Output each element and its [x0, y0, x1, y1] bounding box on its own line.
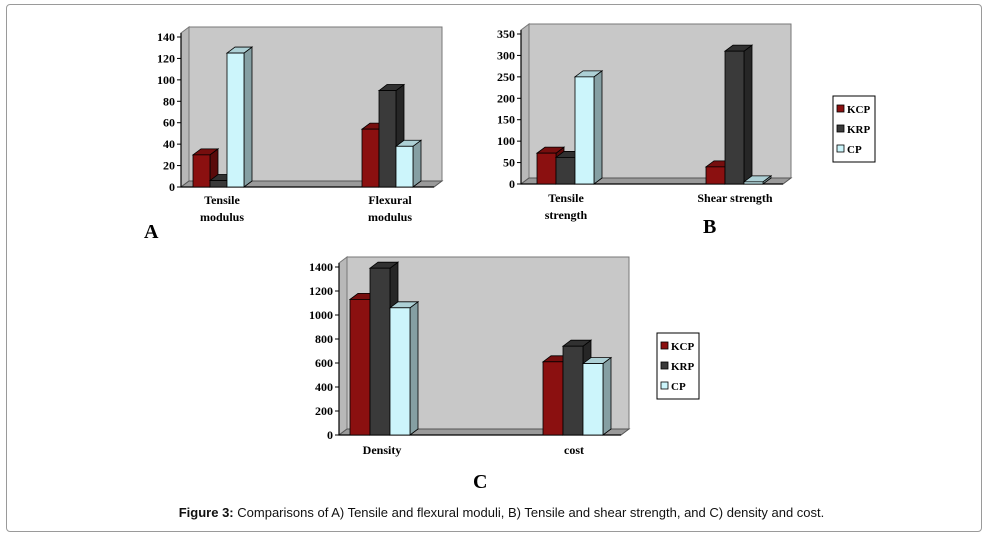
bar-C-CP-1	[581, 356, 613, 436]
bar-front	[192, 154, 211, 188]
bar-front	[724, 50, 745, 185]
bar-front	[349, 298, 371, 436]
chart-C: 0 200 400 600 800 1000 1200 1400 Density cost C KCP…	[309, 256, 700, 493]
category-label: Flexural	[368, 193, 412, 207]
y-tick-label: 800	[315, 332, 333, 346]
y-tick-label: 40	[163, 137, 175, 151]
figure-caption: Figure 3: Comparisons of A) Tensile and …	[0, 505, 1003, 520]
y-tick-label: 20	[163, 159, 175, 173]
chart-legend: KCP KRP CP	[832, 95, 876, 163]
y-tick-label: 150	[497, 113, 515, 127]
legend-swatch-CP	[660, 381, 669, 390]
legend-swatch-KRP	[660, 361, 669, 370]
legend-label-KCP: KCP	[847, 104, 871, 116]
legend-label-CP: CP	[671, 381, 686, 393]
bar-side	[409, 300, 419, 436]
category-label: modulus	[200, 210, 244, 224]
y-tick-label: 1400	[309, 260, 333, 274]
y-tick-label: 200	[315, 404, 333, 418]
category-label: cost	[564, 443, 584, 457]
category-label: Density	[363, 443, 402, 457]
y-tick-label: 0	[169, 180, 175, 194]
y-tick-label: 200	[497, 91, 515, 105]
y-tick-label: 120	[157, 51, 175, 65]
y-tick-label: 400	[315, 380, 333, 394]
category-label: strength	[545, 208, 588, 222]
y-tick-label: 1200	[309, 284, 333, 298]
bar-A-CP-1	[394, 139, 423, 188]
chart-B: 0 50 100 150 200 250 300 350 Tensile strength Shea…	[497, 23, 876, 238]
legend-label-CP: CP	[847, 144, 862, 156]
bar-side	[243, 46, 253, 188]
y-tick-label: 60	[163, 116, 175, 130]
y-tick-label: 0	[509, 177, 515, 191]
chart-side-wall	[338, 256, 348, 436]
bar-front	[562, 345, 584, 436]
y-tick-label: 300	[497, 48, 515, 62]
panel-label: A	[144, 221, 159, 243]
legend-label-KRP: KRP	[671, 361, 695, 373]
bar-side	[412, 139, 422, 188]
y-tick-label: 50	[503, 156, 515, 170]
caption-text: Comparisons of A) Tensile and flexural m…	[237, 505, 825, 520]
bar-front	[395, 145, 414, 188]
bar-front	[574, 76, 595, 185]
y-tick-label: 100	[157, 73, 175, 87]
chart-side-wall	[180, 26, 190, 188]
bar-side	[593, 70, 603, 185]
y-tick-label: 100	[497, 134, 515, 148]
category-label: modulus	[368, 210, 412, 224]
legend-swatch-KCP	[836, 104, 845, 113]
bar-front	[555, 157, 576, 185]
bar-front	[369, 267, 391, 436]
y-tick-label: 1000	[309, 308, 333, 322]
bar-front	[705, 166, 726, 185]
y-tick-label: 0	[327, 428, 333, 442]
category-label: Tensile	[204, 193, 240, 207]
bar-C-CP-0	[388, 300, 420, 436]
bar-side	[743, 44, 753, 185]
bar-B-KRP-1	[723, 44, 754, 185]
panel-label: B	[703, 216, 716, 238]
y-tick-label: 140	[157, 30, 175, 44]
bar-front	[378, 90, 397, 188]
bar-B-CP-0	[573, 70, 604, 185]
y-tick-label: 600	[315, 356, 333, 370]
category-label: Shear strength	[697, 191, 773, 205]
legend-swatch-KCP	[660, 341, 669, 350]
y-tick-label: 80	[163, 94, 175, 108]
legend-swatch-CP	[836, 144, 845, 153]
category-label: Tensile	[548, 191, 584, 205]
bar-front	[743, 181, 764, 185]
bar-front	[361, 128, 380, 188]
bar-front	[389, 307, 411, 436]
chart-side-wall	[520, 23, 530, 185]
bar-A-CP-0	[225, 46, 254, 188]
legend-label-KCP: KCP	[671, 341, 695, 353]
y-tick-label: 350	[497, 27, 515, 41]
y-tick-label: 250	[497, 70, 515, 84]
bar-B-CP-1	[742, 175, 773, 185]
panel-label: C	[473, 471, 487, 493]
legend-label-KRP: KRP	[847, 124, 871, 136]
legend-swatch-KRP	[836, 124, 845, 133]
caption-prefix: Figure 3:	[178, 505, 234, 520]
bar-side	[602, 356, 612, 436]
bar-front	[226, 52, 245, 188]
bar-front	[542, 361, 564, 436]
bar-front	[209, 180, 228, 188]
bar-front	[536, 152, 557, 185]
chart-A: 0 20 40 60 80 100 120 140 Tensile modulus Flexural…	[144, 26, 444, 243]
chart-legend: KCP KRP CP	[656, 332, 700, 400]
figure-frame	[6, 4, 982, 532]
bar-front	[582, 363, 604, 436]
